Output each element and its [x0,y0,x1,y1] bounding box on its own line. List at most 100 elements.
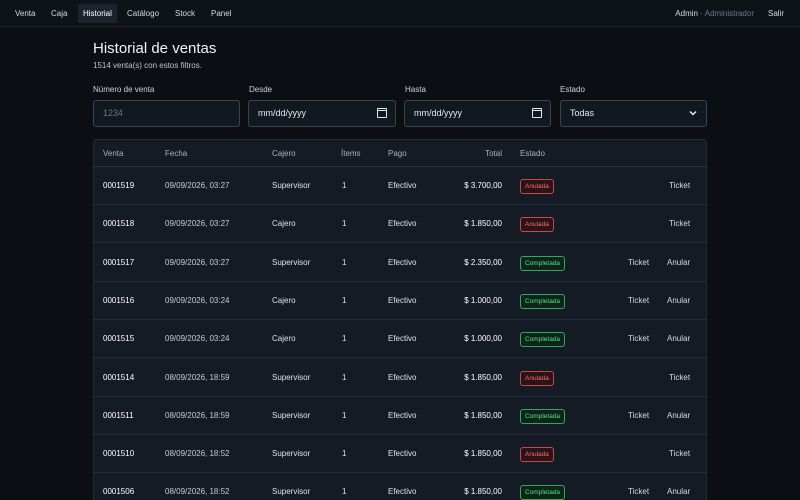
ticket-button[interactable]: Ticket [669,181,691,190]
cell-fecha: 08/09/2026, 18:52 [165,449,230,459]
anular-button[interactable]: Anular [667,257,691,267]
table-row: 0001511 08/09/2026, 18:59 Supervisor 1 Efect… [94,397,706,435]
cell-fecha: 08/09/2026, 18:59 [165,372,230,382]
ticket-button[interactable]: Ticket [669,449,691,459]
cell-venta: 0001517 [103,257,135,267]
cell-fecha: 08/09/2026, 18:59 [165,410,230,420]
numero-venta-input[interactable]: 1234 [93,100,240,127]
cell-total: $ 1.850,00 [464,219,502,229]
logout-link[interactable]: Salir [767,9,784,18]
status-badge: Completada [520,408,566,424]
hasta-value: mm/dd/yyyy [414,108,463,118]
cell-pago: Efectivo [388,334,417,344]
cell-cajero: Supervisor [272,487,311,497]
cell-total: $ 1.000,00 [464,334,502,344]
nav-item-venta[interactable]: Venta [15,9,36,18]
cell-venta: 0001514 [103,372,135,382]
ticket-button[interactable]: Ticket [628,487,650,497]
cell-items: 1 [342,257,347,267]
calendar-icon[interactable] [532,108,542,118]
ticket-button[interactable]: Ticket [628,334,650,344]
nav-item-stock[interactable]: Stock [175,9,196,18]
table-row: 0001516 09/09/2026, 03:24 Cajero 1 Efectivo $… [94,282,706,320]
desde-value: mm/dd/yyyy [258,108,307,118]
cell-total: $ 2.350,00 [464,257,502,267]
top-nav: Venta Caja Historial Catálogo Stock Panel Adm… [0,0,800,27]
cell-total: $ 1.000,00 [464,295,502,305]
cell-venta: 0001511 [103,410,134,420]
nav-item-caja[interactable]: Caja [51,9,68,18]
cell-cajero: Cajero [272,334,296,344]
user-name: Admin [675,9,698,18]
cell-fecha: 09/09/2026, 03:27 [165,219,230,229]
page-title: Historial de ventas [93,40,217,57]
status-badge: Anulada [520,447,554,463]
table-row: 0001517 09/09/2026, 03:27 Supervisor 1 Efect… [94,244,706,282]
table-row: 0001510 08/09/2026, 18:52 Supervisor 1 Efect… [94,435,706,474]
status-badge: Completada [520,332,566,348]
table-row: 0001506 08/09/2026, 18:52 Supervisor 1 Efect… [94,473,706,500]
cell-items: 1 [342,295,347,305]
hasta-date-input[interactable]: mm/dd/yyyy [404,100,551,127]
estado-value: Todas [570,108,595,118]
cell-cajero: Cajero [272,295,296,305]
cell-items: 1 [342,449,347,459]
anular-button[interactable]: Anular [667,334,691,344]
cell-total: $ 1.850,00 [464,410,502,420]
estado-label: Estado [560,85,585,94]
cell-pago: Efectivo [388,295,417,305]
cell-total: $ 1.850,00 [464,449,502,459]
cell-items: 1 [342,334,347,344]
desde-date-input[interactable]: mm/dd/yyyy [248,100,396,127]
status-badge: Anulada [520,370,554,386]
cell-cajero: Supervisor [272,410,311,420]
nav-item-panel[interactable]: Panel [211,9,232,18]
desde-label: Desde [249,85,273,94]
ticket-button[interactable]: Ticket [628,295,650,305]
cell-venta: 0001516 [103,295,135,305]
cell-fecha: 09/09/2026, 03:27 [165,257,230,267]
nav-item-historial[interactable]: Historial [78,4,117,23]
cell-venta: 0001506 [103,487,135,497]
ticket-button[interactable]: Ticket [669,372,691,382]
cell-cajero: Supervisor [272,181,311,190]
numero-label: Número de venta [93,85,155,94]
cell-fecha: 09/09/2026, 03:27 [165,181,230,190]
nav-item-catalogo[interactable]: Catálogo [127,9,160,18]
cell-pago: Efectivo [388,181,417,190]
cell-venta: 0001519 [103,181,135,190]
role-separator: · [697,9,705,18]
cell-total: $ 1.850,00 [464,487,502,497]
cell-pago: Efectivo [388,487,417,497]
table-row: 0001515 09/09/2026, 03:24 Cajero 1 Efectivo $… [94,320,706,359]
cell-pago: Efectivo [388,372,417,382]
calendar-icon[interactable] [377,108,387,118]
cell-pago: Efectivo [388,257,417,267]
cell-fecha: 08/09/2026, 18:52 [165,487,230,497]
header-total: Total [485,149,502,158]
ticket-button[interactable]: Ticket [669,219,691,229]
hasta-label: Hasta [405,85,426,94]
ticket-button[interactable]: Ticket [628,257,650,267]
cell-venta: 0001510 [103,449,135,459]
cell-pago: Efectivo [388,449,417,459]
header-fecha: Fecha [165,149,188,158]
user-info: Admin · Administrador [675,4,754,23]
header-estado: Estado [520,149,545,158]
cell-items: 1 [342,219,347,229]
header-venta: Venta [103,149,124,158]
anular-button[interactable]: Anular [667,295,691,305]
table-header: Venta Fecha Cajero Ítems Pago Total Esta… [94,140,706,167]
cell-total: $ 1.850,00 [464,372,502,382]
ticket-button[interactable]: Ticket [628,410,650,420]
cell-items: 1 [342,410,347,420]
cell-total: $ 3.700,00 [464,181,502,190]
cell-venta: 0001518 [103,219,135,229]
cell-venta: 0001515 [103,334,135,344]
cell-pago: Efectivo [388,219,417,229]
cell-fecha: 09/09/2026, 03:24 [165,295,230,305]
estado-select[interactable]: Todas [560,100,707,127]
anular-button[interactable]: Anular [667,410,691,420]
anular-button[interactable]: Anular [667,487,691,497]
status-badge: Anulada [520,217,554,233]
